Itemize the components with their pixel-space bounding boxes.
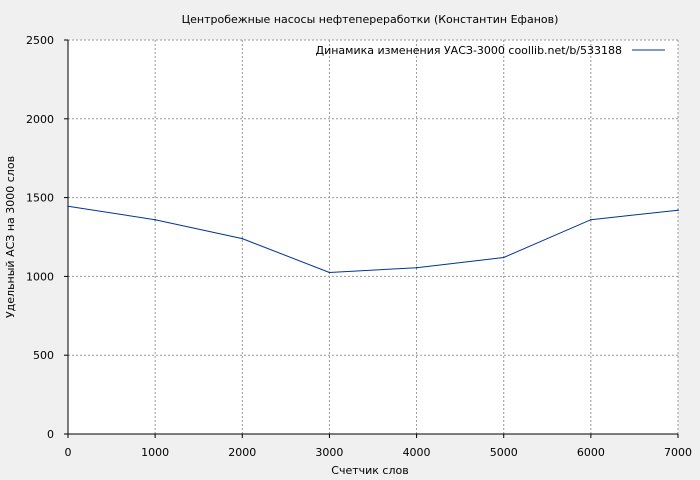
x-tick-label: 3000 — [315, 446, 343, 459]
legend-label: Динамика изменения УАСЗ-3000 coollib.net… — [316, 44, 623, 57]
series-line-0 — [67, 205, 679, 274]
series-point — [415, 266, 418, 269]
y-tick-label: 1500 — [26, 192, 54, 205]
series-point — [67, 205, 69, 208]
series-layer — [67, 205, 679, 274]
x-tick-label: 0 — [65, 446, 72, 459]
x-tick-label: 1000 — [141, 446, 169, 459]
y-tick-label: 500 — [33, 349, 54, 362]
series-point — [502, 256, 505, 259]
y-tick-label: 2500 — [26, 34, 54, 47]
plot-area — [68, 40, 678, 434]
y-axis-label: Удельный АСЗ на 3000 слов — [4, 156, 17, 318]
series-point — [328, 271, 331, 274]
y-tick-label: 0 — [47, 428, 54, 441]
chart-title: Центробежные насосы нефтепереработки (Ко… — [182, 13, 559, 26]
series-point — [677, 209, 679, 212]
legend: Динамика изменения УАСЗ-3000 coollib.net… — [316, 44, 665, 57]
grid — [68, 39, 679, 434]
series-point — [154, 218, 156, 221]
series-point — [590, 218, 592, 221]
y-ticks: 0 500 1000 1500 2000 2500 — [26, 34, 68, 441]
x-tick-label: 6000 — [577, 446, 605, 459]
x-ticks: 0 1000 2000 3000 4000 5000 6000 7000 — [65, 434, 692, 459]
x-tick-label: 5000 — [490, 446, 518, 459]
x-axis-label: Счетчик слов — [331, 464, 408, 477]
y-tick-label: 2000 — [26, 113, 54, 126]
x-tick-label: 2000 — [228, 446, 256, 459]
x-tick-label: 4000 — [403, 446, 431, 459]
x-tick-label: 7000 — [664, 446, 692, 459]
series-point — [241, 237, 244, 240]
y-tick-label: 1000 — [26, 270, 54, 283]
